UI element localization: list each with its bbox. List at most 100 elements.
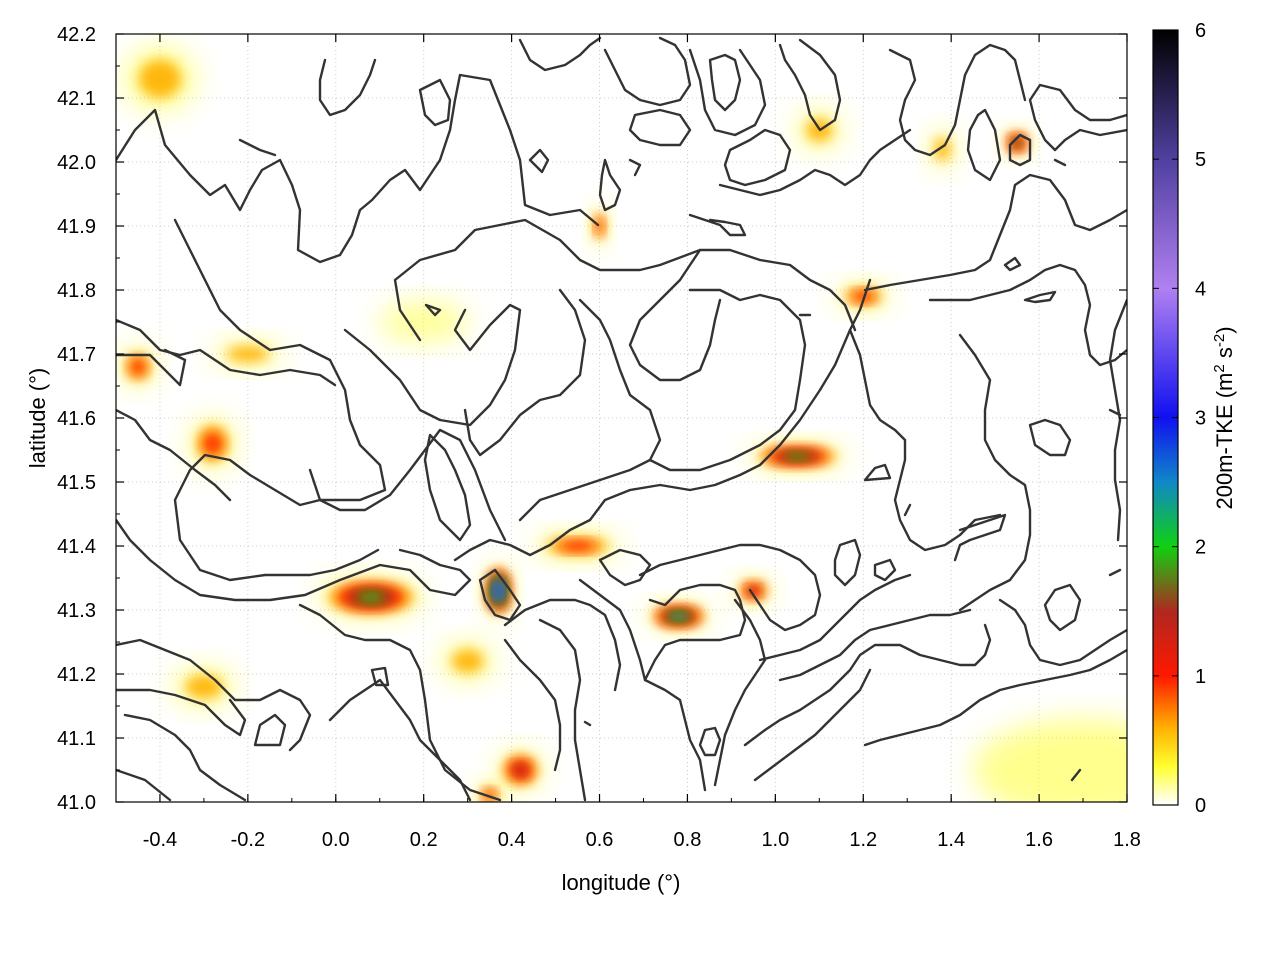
contour-line xyxy=(116,638,312,752)
contour-line xyxy=(928,263,1127,367)
contour-line xyxy=(343,303,522,427)
x-tick-label: 0.8 xyxy=(674,829,702,851)
x-tick-label: 1.0 xyxy=(761,829,789,851)
y-axis-label: latitude (°) xyxy=(25,368,50,469)
y-axis: 41.0 41.1 41.2 41.3 41.4 41.5 41.6 41.7 41.8 41.9… xyxy=(57,24,1127,814)
tke-hotspot xyxy=(485,565,512,617)
contour-line xyxy=(888,43,1027,157)
contour-line xyxy=(603,36,692,107)
colorbar: 0 1 2 3 4 5 6 200m-TKE (m2 s-2) xyxy=(1152,20,1237,817)
contour-line xyxy=(503,598,622,692)
contour-line xyxy=(116,518,472,602)
tke-hotspot xyxy=(590,206,609,246)
tke-hotspot xyxy=(1003,130,1031,156)
contour-line xyxy=(708,53,742,112)
contour-line xyxy=(478,568,522,622)
x-tick-label: 0.6 xyxy=(586,829,614,851)
tke-hotspot xyxy=(836,283,890,310)
terrain-contours xyxy=(116,36,1127,802)
tke-hotspot xyxy=(748,443,846,470)
grid xyxy=(116,34,1127,802)
contour-line xyxy=(863,648,1127,747)
x-tick-label: 1.8 xyxy=(1113,829,1141,851)
x-tick-label: 0.4 xyxy=(498,829,526,851)
colorbar-tick-label: 0 xyxy=(1195,795,1206,817)
x-tick-label: 0.2 xyxy=(410,829,438,851)
contour-line xyxy=(1008,133,1067,167)
tke-hotspot xyxy=(533,533,622,559)
contour-line xyxy=(518,36,602,72)
tke-hotspot xyxy=(647,603,710,630)
contour-line xyxy=(598,158,642,212)
y-tick-label: 41.2 xyxy=(57,664,96,686)
colorbar-tick-label: 3 xyxy=(1195,408,1206,430)
x-tick-label: -0.4 xyxy=(143,829,177,851)
contour-line xyxy=(713,598,767,787)
contour-line xyxy=(833,538,897,587)
x-tick-label: -0.2 xyxy=(231,829,265,851)
contour-line xyxy=(863,173,1127,292)
plot-area xyxy=(116,34,1127,802)
y-tick-label: 42.2 xyxy=(57,24,96,46)
contour-line xyxy=(698,726,722,757)
colorbar-tick-label: 4 xyxy=(1195,278,1206,300)
contour-line xyxy=(418,78,812,317)
y-tick-label: 41.4 xyxy=(57,536,96,558)
contour-line xyxy=(370,666,592,727)
y-tick-label: 41.6 xyxy=(57,408,96,430)
colorbar-tick-label: 6 xyxy=(1195,20,1206,42)
contour-line xyxy=(503,638,562,772)
contour-line xyxy=(298,603,502,802)
contour-line xyxy=(453,278,872,562)
y-tick-label: 41.5 xyxy=(57,472,96,494)
contour-line xyxy=(638,543,822,632)
contour-line xyxy=(648,288,807,472)
tke-hotspot xyxy=(441,642,495,681)
y-tick-label: 42.0 xyxy=(57,152,96,174)
contour-line xyxy=(643,583,747,682)
y-tick-label: 41.3 xyxy=(57,600,96,622)
tke-hotspot xyxy=(190,418,235,470)
tke-hotspot xyxy=(173,667,235,706)
contour-line xyxy=(998,598,1127,667)
y-tick-label: 42.1 xyxy=(57,88,96,110)
contour-line xyxy=(308,428,507,542)
contour-line xyxy=(393,218,857,342)
contour-line xyxy=(848,328,1002,552)
tke-hotspot xyxy=(498,750,543,790)
contour-line xyxy=(718,128,912,197)
tke-hotspot xyxy=(735,578,771,604)
y-tick-label: 41.8 xyxy=(57,280,96,302)
tke-hotspot xyxy=(124,46,196,111)
colorbar-tick-label: 2 xyxy=(1195,537,1206,559)
contour-line xyxy=(116,348,232,502)
y-tick-label: 41.0 xyxy=(57,792,96,814)
x-axis-label: longitude (°) xyxy=(562,870,681,895)
contour-line xyxy=(423,433,472,542)
colorbar-label: 200m-TKE (m2 s-2) xyxy=(1211,326,1237,509)
tke-hotspot xyxy=(212,341,284,367)
contour-line xyxy=(463,288,587,457)
contour-line xyxy=(688,48,767,137)
contour-line xyxy=(628,248,722,382)
contour-line xyxy=(1043,568,1122,632)
contour-line xyxy=(238,138,1082,782)
contour-line xyxy=(723,128,792,187)
x-tick-label: 1.2 xyxy=(849,829,877,851)
contour-line xyxy=(1003,256,1057,304)
x-tick-label: 1.6 xyxy=(1025,829,1053,851)
colorbar-tick-label: 5 xyxy=(1195,149,1206,171)
contour-line xyxy=(953,513,1007,562)
contour-line xyxy=(578,578,707,792)
contour-line xyxy=(778,38,842,132)
contour-line xyxy=(116,713,287,802)
contour-line xyxy=(116,688,247,802)
x-axis: -0.4 -0.2 0.0 0.2 0.4 0.6 0.8 1.0 1.2 1.4 1.6 1.8 xyxy=(115,34,1141,851)
y-tick-label: 41.9 xyxy=(57,216,96,238)
y-tick-label: 41.1 xyxy=(57,728,96,750)
contour-line xyxy=(318,58,377,117)
y-tick-label: 41.7 xyxy=(57,344,96,366)
contour-line xyxy=(778,608,972,682)
x-tick-label: 0.0 xyxy=(322,829,350,851)
